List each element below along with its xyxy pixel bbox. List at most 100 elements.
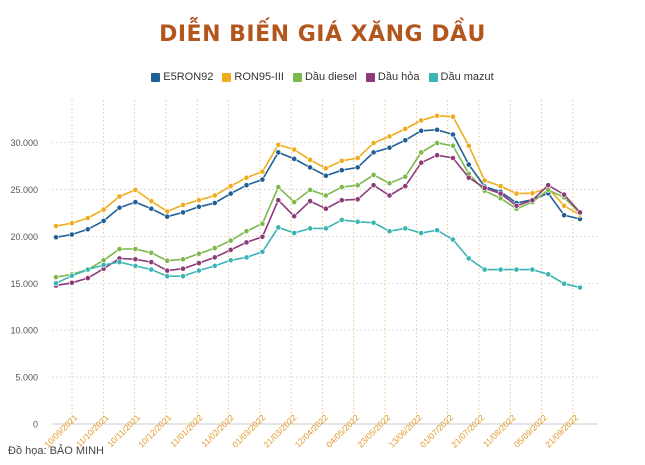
data-point-d-u-h-a [211, 254, 218, 261]
data-point-d-u-diesel [370, 171, 377, 178]
data-point-d-u-diesel [418, 149, 425, 156]
data-point-d-u-mazut [497, 266, 504, 273]
data-point-d-u-diesel [164, 257, 171, 264]
data-point-d-u-mazut [529, 266, 536, 273]
chart-title: DIỄN BIẾN GIÁ XĂNG DẦU [159, 22, 486, 47]
x-tick-label: 10/12/2021 [136, 412, 173, 449]
data-point-ron95-iii [418, 117, 425, 124]
x-tick-label: 21/09/2022 [543, 412, 580, 449]
data-point-d-u-h-a [577, 209, 583, 216]
data-point-d-u-mazut [354, 218, 361, 225]
data-point-d-u-diesel [227, 237, 234, 244]
data-point-d-u-h-a [465, 174, 472, 181]
data-point-d-u-h-a [243, 239, 250, 246]
data-point-d-u-h-a [450, 155, 456, 161]
data-point-ron95-iii [497, 183, 504, 189]
data-point-d-u-mazut [116, 259, 123, 265]
data-point-ron95-iii [53, 223, 59, 229]
x-tick-label: 21/07/2022 [449, 412, 486, 449]
data-point-d-u-diesel [243, 228, 250, 235]
data-point-d-u-h-a [370, 182, 377, 189]
data-point-d-u-mazut [370, 219, 377, 226]
data-point-d-u-diesel [132, 246, 139, 252]
data-point-ron95-iii [561, 202, 567, 209]
data-point-ron95-iii [243, 174, 250, 181]
legend-item-e5ron92: E5RON92 [151, 71, 213, 83]
data-point-d-u-mazut [132, 262, 139, 269]
legend-item-ron95: RON95-III [222, 71, 284, 83]
data-point-ron95-iii [513, 190, 520, 197]
legend-label-e5ron92: E5RON92 [163, 71, 214, 83]
legend-swatch-e5ron92 [151, 72, 161, 82]
series-line-d-u-h-a [55, 154, 581, 287]
series-line-d-u-diesel [55, 142, 581, 278]
data-point-d-u-h-a [545, 182, 552, 189]
data-point-d-u-h-a [529, 197, 536, 204]
data-point-ron95-iii [338, 157, 345, 164]
legend-label-kerosene: Dầu hỏa [377, 71, 420, 83]
data-point-ron95-iii [322, 165, 329, 172]
data-point-d-u-mazut [338, 216, 345, 223]
data-point-e5ron92 [434, 126, 440, 133]
data-point-d-u-h-a [402, 183, 409, 189]
data-point-d-u-h-a [148, 259, 155, 265]
data-point-d-u-diesel [211, 245, 218, 251]
data-point-d-u-mazut [465, 255, 472, 262]
data-point-ron95-iii [100, 206, 107, 213]
series-line-d-u-mazut [55, 219, 581, 289]
legend-swatch-mazut [428, 72, 438, 82]
data-point-ron95-iii [116, 193, 123, 200]
legend-swatch-ron95 [222, 72, 232, 82]
data-point-d-u-mazut [561, 280, 567, 287]
data-point-d-u-h-a [69, 279, 75, 286]
data-point-d-u-mazut [164, 273, 171, 280]
data-point-e5ron92 [259, 176, 266, 183]
data-point-d-u-diesel [307, 186, 313, 193]
data-point-e5ron92 [164, 213, 171, 220]
legend-label-ron95: RON95-III [234, 71, 284, 83]
data-point-e5ron92 [53, 234, 59, 241]
data-point-ron95-iii [211, 192, 218, 199]
data-point-d-u-diesel [450, 142, 456, 149]
data-point-ron95-iii [180, 201, 186, 208]
y-tick-label: 10.000 [10, 326, 38, 336]
data-point-d-u-mazut [418, 230, 425, 236]
data-point-d-u-h-a [386, 192, 393, 199]
data-point-ron95-iii [259, 168, 266, 175]
data-point-e5ron92 [338, 167, 345, 174]
data-point-ron95-iii [386, 133, 393, 140]
data-point-d-u-h-a [338, 197, 345, 204]
data-point-d-u-mazut [322, 225, 329, 232]
data-point-d-u-mazut [211, 262, 218, 269]
data-point-e5ron92 [195, 203, 202, 210]
y-tick-label: 15.000 [10, 279, 38, 289]
data-point-d-u-h-a [132, 256, 139, 263]
data-point-ron95-iii [227, 183, 234, 189]
data-point-e5ron92 [307, 164, 313, 171]
data-point-d-u-h-a [84, 275, 91, 281]
data-point-d-u-mazut [227, 257, 234, 264]
data-point-e5ron92 [148, 205, 155, 212]
y-tick-label: 5.000 [15, 373, 38, 383]
data-point-ron95-iii [148, 198, 155, 204]
data-point-ron95-iii [450, 113, 456, 120]
data-point-d-u-mazut [545, 271, 552, 278]
data-point-d-u-h-a [180, 265, 186, 272]
data-point-d-u-mazut [402, 225, 409, 232]
data-point-d-u-diesel [53, 274, 59, 281]
data-point-d-u-diesel [322, 192, 329, 199]
data-point-ron95-iii [195, 197, 202, 204]
data-point-e5ron92 [402, 137, 409, 144]
data-point-d-u-diesel [275, 184, 282, 190]
data-point-d-u-mazut [450, 236, 456, 243]
data-point-ron95-iii [465, 142, 472, 149]
chart-legend: E5RON92 RON95-III Dầu diesel Dầu hỏa Dầu… [0, 71, 645, 83]
data-point-e5ron92 [561, 212, 567, 219]
data-point-d-u-mazut [148, 266, 155, 273]
legend-label-mazut: Dầu mazut [440, 71, 494, 83]
data-point-d-u-h-a [418, 159, 425, 166]
data-point-d-u-h-a [307, 198, 313, 204]
legend-item-mazut: Dầu mazut [428, 71, 494, 83]
data-point-d-u-h-a [322, 205, 329, 212]
